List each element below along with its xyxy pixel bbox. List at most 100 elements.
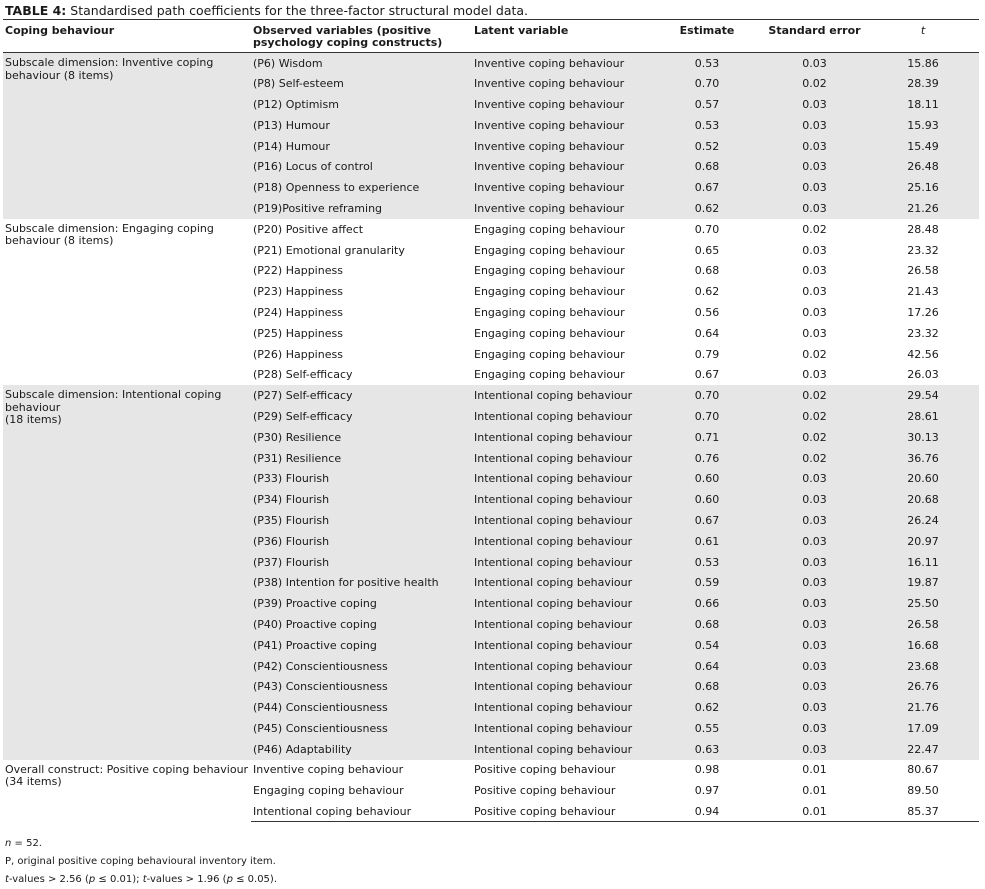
- estimate-cell: 0.67: [694, 368, 720, 382]
- estimate-cell: 0.94: [652, 801, 762, 823]
- table-row: Subscale dimension: Intentional coping b…: [3, 385, 979, 760]
- standard-error-cell: 0.03: [762, 94, 867, 115]
- observed-variable-cell: (P16) Locus of control: [251, 156, 472, 178]
- t-value-cell: 21.43: [907, 285, 939, 299]
- t-value-cell: 16.68: [867, 634, 979, 656]
- t-value-cell: 29.54: [867, 385, 979, 407]
- estimate-cell: 0.57: [652, 94, 762, 115]
- latent-variable-cell: Engaging coping behaviour: [474, 285, 625, 299]
- observed-variable-cell: (P30) Resilience: [251, 426, 472, 448]
- standard-error-cell: 0.03: [762, 198, 867, 219]
- latent-variable-cell: Intentional coping behaviour: [472, 634, 652, 656]
- observed-variable-cell: (P14) Humour: [251, 135, 472, 157]
- observed-variable-cell: (P13) Humour: [251, 114, 472, 136]
- standard-error-cell: 0.03: [762, 697, 867, 718]
- observed-variable-cell: (P18) Openness to experience: [251, 177, 472, 199]
- t-value-cell: 19.87: [867, 572, 979, 594]
- t-value-cell: 22.47: [867, 738, 979, 760]
- latent-variable-cell: Intentional coping behaviour: [472, 697, 652, 718]
- estimate-cell: 0.71: [652, 426, 762, 448]
- standard-error-cell: 0.01: [802, 784, 827, 798]
- observed-variable-cell: Inventive coping behaviour: [253, 763, 404, 777]
- standard-error-cell: 0.02: [802, 222, 827, 236]
- estimate-cell: 0.76: [652, 447, 762, 469]
- coping-dimension-cell: Subscale dimension: Engaging coping beha…: [5, 221, 214, 248]
- latent-variable-cell: Intentional coping behaviour: [472, 468, 652, 490]
- coping-dimension-cell: Subscale dimension: Intentional coping b…: [3, 385, 251, 760]
- observed-variable-cell: (P42) Conscientiousness: [251, 655, 472, 677]
- latent-variable-cell: Engaging coping behaviour: [474, 368, 625, 382]
- estimate-cell: 0.62: [694, 285, 720, 299]
- t-value-cell: 26.58: [867, 614, 979, 635]
- estimate-cell: 0.59: [652, 572, 762, 594]
- estimate-cell: 0.66: [652, 593, 762, 615]
- t-value-cell: 25.50: [867, 593, 979, 615]
- note-significance: t-values > 2.56 (p ≤ 0.01); t-values > 1…: [5, 874, 278, 885]
- observed-variable-cell: (P33) Flourish: [251, 468, 472, 490]
- table-row: (P14) Humour Inventive coping behaviour 0.…: [3, 135, 979, 157]
- estimate-cell: 0.60: [652, 468, 762, 490]
- standard-error-cell: 0.03: [762, 572, 867, 594]
- latent-variable-cell: Intentional coping behaviour: [472, 489, 652, 511]
- standard-error-cell: 0.03: [762, 530, 867, 552]
- observed-variable-cell: (P41) Proactive coping: [251, 634, 472, 656]
- latent-variable-cell: Intentional coping behaviour: [472, 614, 652, 635]
- estimate-cell: 0.70: [652, 385, 762, 407]
- table-row: (P23) Happiness Engaging coping behaviour…: [3, 281, 979, 302]
- t-value-cell: 26.48: [867, 156, 979, 178]
- standard-error-cell: 0.02: [762, 447, 867, 469]
- observed-variable-cell: (P6) Wisdom: [251, 52, 472, 74]
- standard-error-cell: 0.03: [802, 264, 827, 278]
- estimate-cell: 0.56: [694, 305, 720, 319]
- latent-variable-cell: Engaging coping behaviour: [474, 347, 625, 361]
- coping-dimension-cell: Subscale dimension: Inventive coping beh…: [3, 52, 251, 219]
- t-value-cell: 17.09: [867, 718, 979, 739]
- t-value-cell: 28.48: [907, 222, 939, 236]
- t-value-cell: 26.03: [907, 368, 939, 382]
- header-latent-variable: Latent variable: [472, 19, 652, 53]
- latent-variable-cell: Inventive coping behaviour: [472, 73, 652, 95]
- table-row: (P46) Adaptability Intentional coping beh…: [3, 738, 979, 760]
- latent-variable-cell: Inventive coping behaviour: [472, 114, 652, 136]
- observed-variable-cell: (P34) Flourish: [251, 489, 472, 511]
- t-value-cell: 28.61: [867, 406, 979, 427]
- observed-variable-cell: (P38) Intention for positive health: [251, 572, 472, 594]
- table-row: (P38) Intention for positive health Inten…: [3, 572, 979, 594]
- observed-variable-cell: (P8) Self-esteem: [251, 73, 472, 95]
- estimate-cell: 0.68: [652, 156, 762, 178]
- standard-error-cell: 0.03: [762, 177, 867, 199]
- note-sample-size: n = 52.: [5, 838, 42, 849]
- t-value-cell: 21.26: [867, 198, 979, 219]
- latent-variable-cell: Positive coping behaviour: [472, 801, 652, 823]
- t-value-cell: 42.56: [907, 347, 939, 361]
- latent-variable-cell: Intentional coping behaviour: [472, 551, 652, 573]
- observed-variable-cell: (P46) Adaptability: [251, 738, 472, 760]
- observed-variable-cell: (P39) Proactive coping: [251, 593, 472, 615]
- t-value-cell: 89.50: [907, 784, 939, 798]
- latent-variable-cell: Inventive coping behaviour: [472, 52, 652, 74]
- latent-variable-cell: Inventive coping behaviour: [472, 135, 652, 157]
- table-row: (P29) Self-efficacy Intentional coping be…: [3, 406, 979, 427]
- latent-variable-cell: Positive coping behaviour: [474, 763, 616, 777]
- standard-error-cell: 0.03: [762, 156, 867, 178]
- standard-error-cell: 0.03: [802, 305, 827, 319]
- standard-error-cell: 0.03: [762, 718, 867, 739]
- observed-variable-cell: (P12) Optimism: [251, 94, 472, 115]
- t-value-cell: 85.37: [867, 801, 979, 823]
- standard-error-cell: 0.01: [802, 763, 827, 777]
- observed-variable-cell: (P28) Self-efficacy: [253, 368, 353, 382]
- t-value-cell: 15.86: [867, 52, 979, 74]
- estimate-cell: 0.62: [652, 697, 762, 718]
- estimate-cell: 0.61: [652, 530, 762, 552]
- table-row: Overall construct: Positive coping behav…: [3, 760, 979, 788]
- table-row: (P21) Emotional granularity Engaging copi…: [3, 240, 979, 261]
- t-value-cell: 26.24: [867, 510, 979, 531]
- observed-variable-cell: (P27) Self-efficacy: [251, 385, 472, 407]
- path-coefficients-table: Coping behaviour Observed variables (pos…: [3, 19, 979, 823]
- estimate-cell: 0.68: [694, 264, 720, 278]
- standard-error-cell: 0.03: [762, 593, 867, 615]
- header-observed-variables: Observed variables (positive psychology …: [251, 19, 472, 53]
- standard-error-cell: 0.03: [802, 285, 827, 299]
- table-row: (P13) Humour Inventive coping behaviour 0.…: [3, 114, 979, 136]
- table-row: (P39) Proactive coping Intentional coping…: [3, 593, 979, 615]
